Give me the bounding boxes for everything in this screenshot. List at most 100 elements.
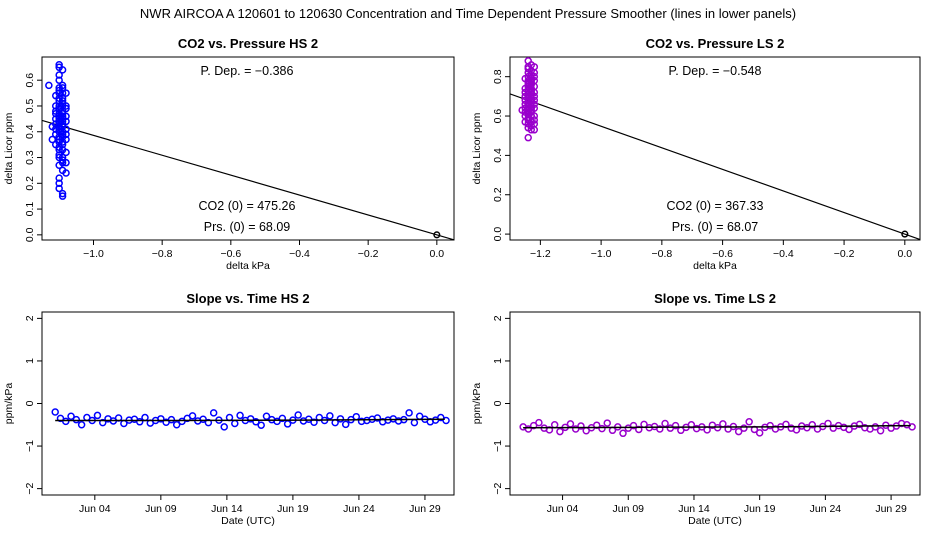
data-point: [524, 133, 532, 142]
origin-point: [433, 231, 441, 239]
data-point: [157, 415, 165, 423]
y-tick-label: −2: [492, 482, 504, 494]
x-tick-label: Jun 29: [409, 503, 441, 515]
data-point: [530, 126, 539, 134]
y-tick-label: 0.1: [24, 202, 36, 217]
data-point: [67, 412, 75, 421]
data-point: [167, 415, 176, 424]
data-point: [304, 415, 313, 423]
data-point: [252, 418, 260, 426]
annotation-text: Prs. (0) = 68.09: [204, 220, 291, 234]
data-point: [58, 158, 67, 167]
data-point: [603, 419, 611, 427]
data-point: [550, 421, 559, 429]
data-point: [178, 417, 186, 426]
x-tick-label: −0.4: [773, 248, 794, 260]
x-tick-label: Jun 04: [79, 503, 111, 515]
data-point: [72, 415, 81, 424]
y-tick-label: 0: [492, 400, 504, 406]
data-point: [58, 66, 67, 74]
x-tick-label: −1.0: [83, 248, 104, 260]
p1-panel: CO2 vs. Pressure HS 2 −1.0 −0.8 −0.6 −0.4 −0.…: [3, 36, 455, 272]
x-axis-label: Date (UTC): [221, 515, 275, 527]
y-tick-label: 0.6: [24, 73, 36, 88]
x-tick-label: Jun 04: [547, 503, 579, 515]
data-point: [77, 421, 86, 429]
data-point: [55, 174, 63, 182]
data-point: [352, 412, 361, 421]
data-point: [855, 420, 864, 429]
x-tick-label: Jun 09: [613, 503, 645, 515]
chart-title: CO2 vs. Pressure HS 2: [178, 36, 318, 51]
data-point: [598, 424, 606, 433]
y-axis-label: ppm/kPa: [3, 383, 15, 425]
x-axis-label: delta kPa: [693, 260, 737, 272]
data-point: [55, 71, 63, 79]
data-point: [871, 423, 880, 431]
p2-panel: CO2 vs. Pressure LS 2 −1.2 −1.0 −0.8 −0.6 −0.…: [471, 36, 921, 272]
data-point: [58, 94, 67, 102]
data-point: [530, 104, 539, 112]
plot-frame: [41, 56, 455, 241]
data-point: [172, 421, 181, 429]
data-point: [62, 130, 70, 139]
data-point: [530, 88, 539, 97]
data-point: [58, 112, 67, 121]
data-point: [530, 76, 539, 85]
data-point: [246, 415, 255, 423]
chart-title: Slope vs. Time LS 2: [654, 291, 776, 306]
data-point: [56, 414, 65, 423]
data-point: [209, 409, 218, 417]
data-point: [326, 412, 334, 420]
data-point: [808, 421, 816, 429]
x-tick-label: −0.2: [358, 248, 379, 260]
annotation-text: Prs. (0) = 68.07: [672, 220, 759, 234]
data-point: [45, 81, 53, 90]
data-point: [62, 125, 70, 133]
data-point: [740, 424, 748, 432]
data-point: [283, 420, 292, 428]
data-point: [62, 104, 70, 113]
x-tick-label: Jun 24: [343, 503, 375, 515]
data-point: [51, 408, 59, 416]
data-point: [58, 192, 67, 200]
x-tick-label: Jun 29: [875, 503, 907, 515]
data-point: [719, 420, 727, 428]
x-axis-label: Date (UTC): [688, 515, 742, 527]
data-point: [135, 418, 144, 426]
data-point: [405, 409, 413, 417]
data-point: [530, 72, 539, 81]
data-point: [55, 89, 63, 97]
data-point: [556, 427, 564, 436]
x-tick-label: Jun 24: [810, 503, 842, 515]
x-tick-label: 0.0: [898, 248, 913, 260]
data-point: [527, 126, 536, 134]
data-point: [661, 419, 669, 428]
data-point: [62, 148, 70, 157]
fit-line: [510, 93, 920, 240]
y-tick-label: 0.2: [492, 187, 504, 202]
data-point: [336, 415, 345, 423]
data-point: [236, 411, 244, 420]
x-tick-label: −0.2: [834, 248, 855, 260]
data-point: [635, 425, 643, 434]
data-point: [824, 419, 832, 428]
fit-line: [42, 119, 454, 240]
x-tick-label: −0.8: [651, 248, 672, 260]
data-point: [55, 60, 63, 69]
data-point: [55, 184, 63, 193]
plot-area: [519, 418, 916, 438]
data-point: [310, 418, 318, 426]
y-tick-label: −2: [24, 482, 36, 494]
y-tick-label: 0.3: [24, 150, 36, 165]
x-tick-label: 0.0: [430, 248, 445, 260]
y-tick-label: −1: [24, 440, 36, 452]
y-tick-label: 0: [24, 400, 36, 406]
chart-title: Slope vs. Time HS 2: [186, 291, 309, 306]
smoother-line: [523, 424, 911, 429]
plot-frame: [509, 56, 921, 241]
smoother-line: [55, 418, 445, 422]
data-point: [62, 102, 70, 110]
data-point: [524, 425, 533, 433]
data-point: [766, 421, 774, 430]
